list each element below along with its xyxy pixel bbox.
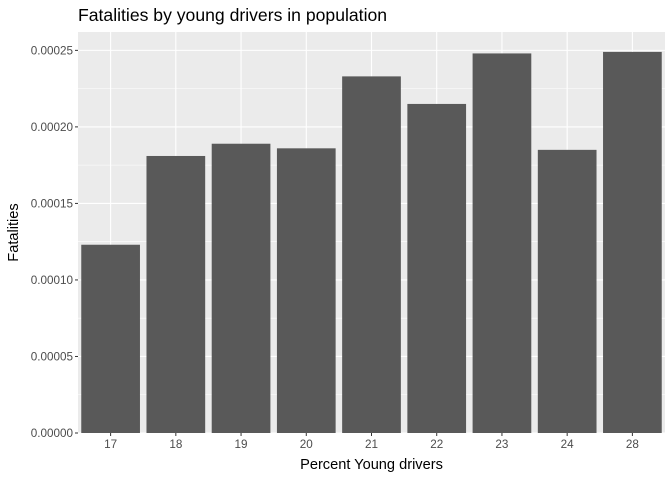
- y-tick-label: 0.00015: [31, 197, 74, 210]
- x-tick-label: 28: [626, 438, 639, 451]
- chart-title: Fatalities by young drivers in populatio…: [78, 5, 387, 25]
- x-tick-label: 17: [104, 438, 117, 451]
- y-tick-label: 0.00000: [31, 427, 74, 440]
- y-tick-label: 0.00020: [31, 121, 74, 134]
- y-tick-label: 0.00025: [31, 44, 74, 57]
- x-tick-label: 24: [561, 438, 575, 451]
- bar-22: [407, 103, 467, 433]
- x-tick-label: 22: [430, 438, 443, 451]
- bar-23: [472, 53, 532, 433]
- bar-18: [146, 155, 206, 434]
- bars: [81, 51, 662, 434]
- bar-21: [342, 76, 401, 433]
- x-tick-label: 18: [169, 438, 182, 451]
- x-axis: 17 18 19 20 21 22 23 24 28: [104, 433, 639, 451]
- x-tick-label: 20: [300, 438, 314, 451]
- y-axis-title: Fatalities: [6, 203, 22, 261]
- bar-20: [276, 148, 336, 433]
- bar-24: [537, 149, 597, 434]
- y-tick-label: 0.00010: [31, 274, 74, 287]
- x-tick-label: 19: [235, 438, 248, 451]
- y-tick-label: 0.00005: [31, 350, 74, 363]
- bar-17: [81, 244, 140, 433]
- bar-28: [603, 51, 662, 434]
- y-axis: 0.00000 0.00005 0.00010 0.00015 0.00020 0.000…: [31, 44, 78, 440]
- bar-19: [211, 143, 271, 433]
- x-tick-label: 21: [365, 438, 378, 451]
- x-tick-label: 23: [495, 438, 508, 451]
- x-axis-title: Percent Young drivers: [300, 457, 443, 473]
